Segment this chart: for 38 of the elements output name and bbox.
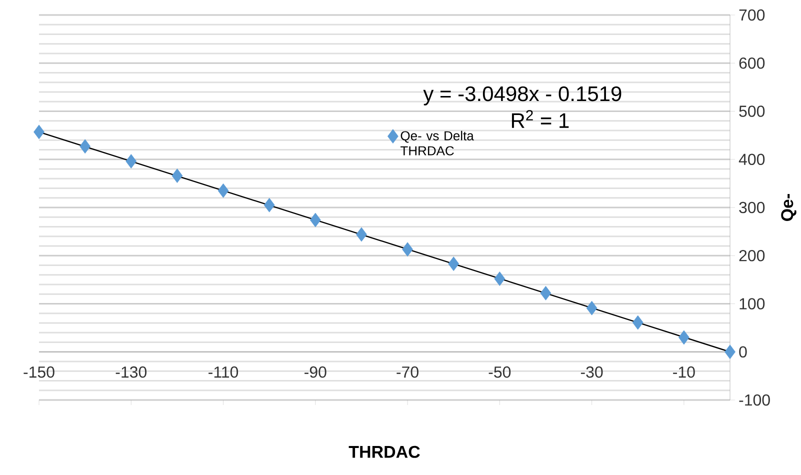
point (402, 242, 413, 257)
point (632, 315, 644, 330)
x-tick-label: -70 (396, 366, 418, 378)
point (586, 300, 598, 316)
y-tick-label: 100 (740, 298, 765, 310)
point (80, 139, 91, 154)
y-tick-label: 400 (738, 154, 765, 166)
y-tick-label: 600 (739, 57, 765, 69)
point (724, 344, 736, 360)
point (310, 212, 321, 228)
x-tick-label: -150 (24, 366, 54, 378)
point (264, 198, 275, 212)
point (34, 124, 44, 140)
point (172, 168, 183, 183)
y-tick-label: -100 (739, 394, 770, 406)
point (126, 154, 137, 169)
x-tick-label: -110 (208, 366, 238, 378)
y-tick-label: 700 (739, 9, 765, 21)
x-tick-label: -30 (580, 366, 603, 378)
x-tick-label: -90 (304, 366, 326, 378)
point (678, 330, 690, 345)
x-tick-label: -50 (488, 366, 511, 378)
y-tick-label: 0 (739, 346, 747, 358)
point (448, 256, 460, 272)
point (218, 183, 229, 198)
x-tick-label: -130 (116, 366, 147, 378)
point (356, 227, 367, 242)
annotation: R$^{2}$ = 1 (512, 110, 569, 128)
point (494, 272, 506, 286)
annotation: y = -3.0498x - 0.1519 (423, 86, 622, 106)
y-axis-title: Qe- (781, 194, 796, 221)
legend-label: Qe- vs Delta THRDAC (400, 130, 474, 156)
x-tick-label: -10 (673, 366, 695, 378)
point (540, 286, 552, 300)
y-tick-label: 500 (739, 106, 765, 117)
x-axis-title: THRDAC (348, 446, 420, 458)
y-tick-label: 300 (739, 202, 765, 214)
y-tick-label: 200 (739, 250, 765, 262)
